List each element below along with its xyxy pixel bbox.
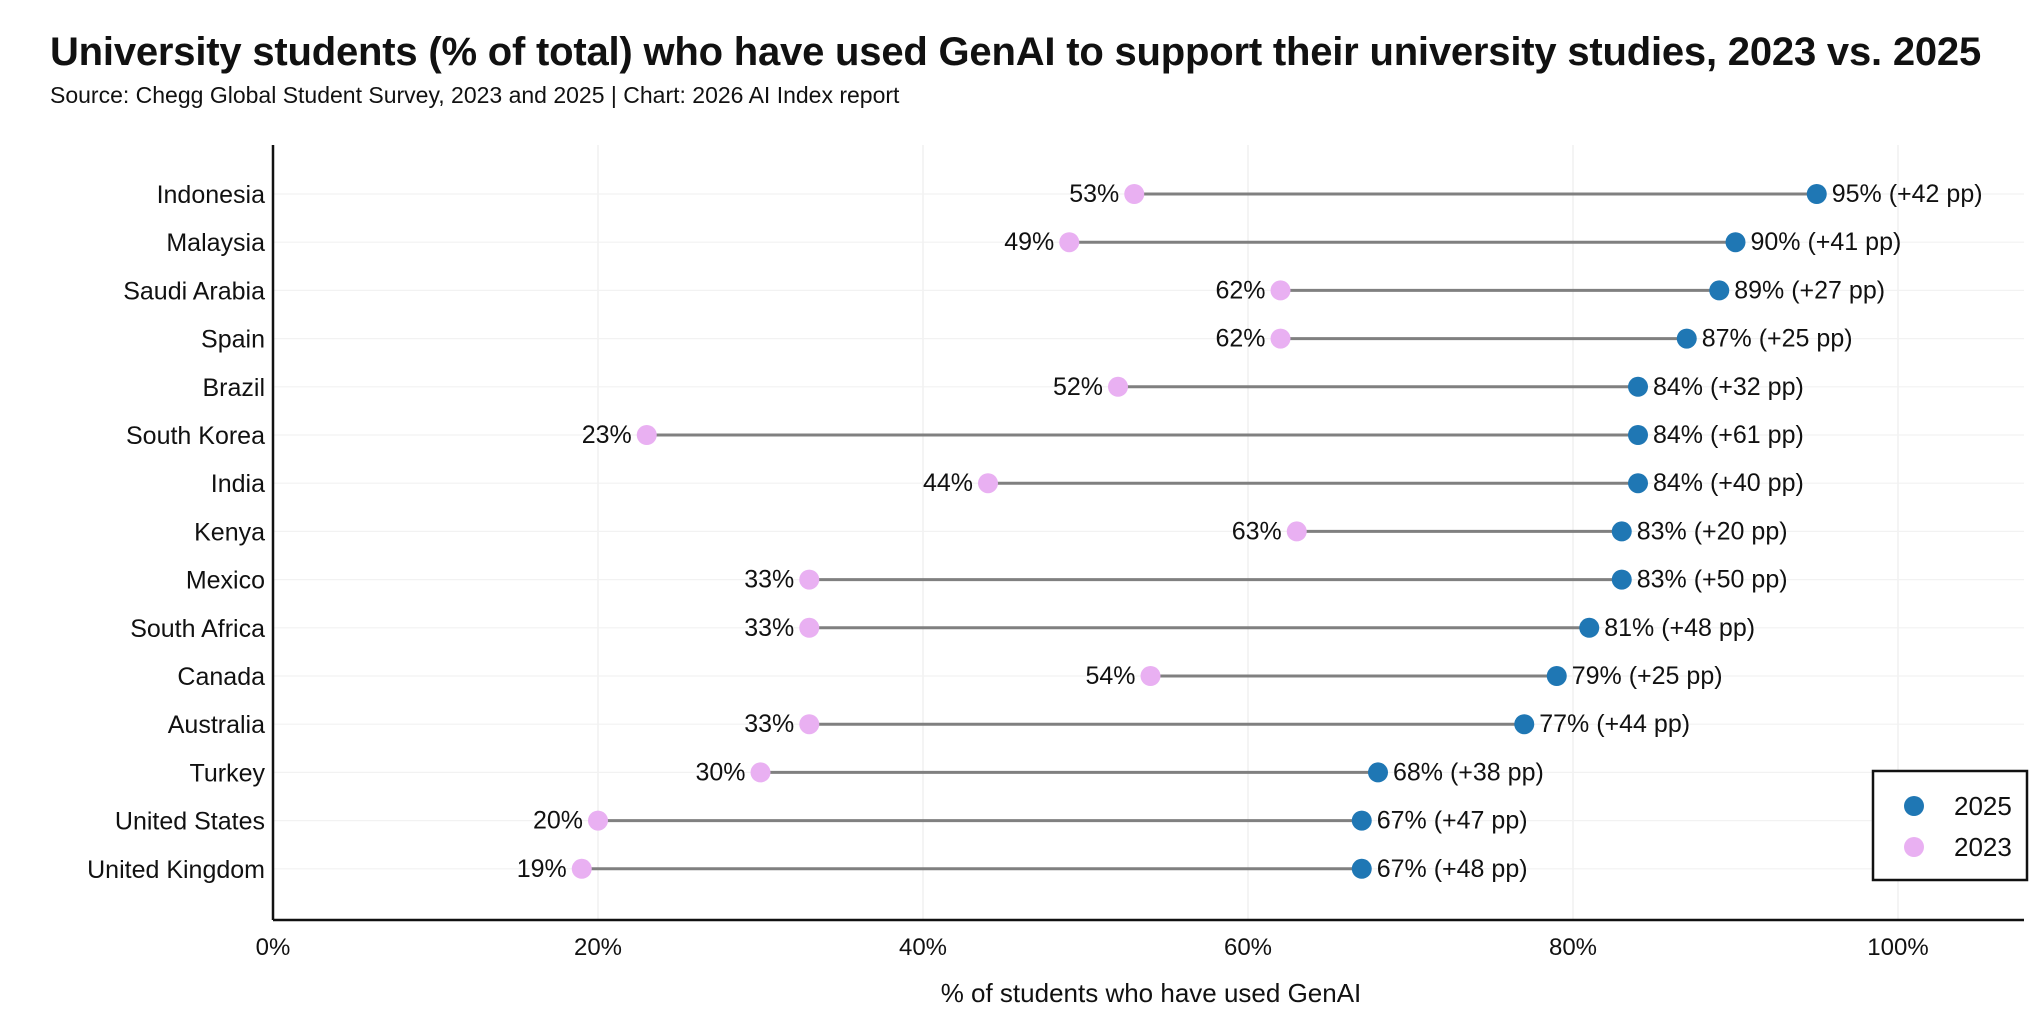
data-points xyxy=(571,184,1827,879)
value-label-2023: 53% xyxy=(1069,180,1119,208)
point-2025 xyxy=(1676,328,1697,349)
point-2025 xyxy=(1611,521,1632,542)
legend-label-2025: 2025 xyxy=(1954,791,2012,821)
point-2025 xyxy=(1725,232,1746,253)
value-labels: 53% 95% (+42 pp) 49% 90% (+41 pp) 62% 89% (+2… xyxy=(517,180,1983,883)
point-2023 xyxy=(799,617,820,638)
value-label-2025: 95% (+42 pp) xyxy=(1832,180,1983,208)
category-label: South Korea xyxy=(126,422,265,450)
x-tick-label: 60% xyxy=(1224,934,1272,961)
point-2023 xyxy=(588,810,608,831)
value-label-2025: 84% (+32 pp) xyxy=(1653,373,1804,401)
x-tick-label: 80% xyxy=(1549,934,1597,961)
value-label-2023: 44% xyxy=(923,469,973,497)
value-label-2023: 62% xyxy=(1215,276,1265,304)
point-2025 xyxy=(1351,858,1372,879)
value-label-2023: 63% xyxy=(1232,517,1282,545)
point-2023 xyxy=(799,714,820,735)
legend-marker-2025 xyxy=(1904,796,1924,816)
category-label: United States xyxy=(115,808,265,836)
category-label: Australia xyxy=(168,711,265,739)
category-labels: Indonesia Malaysia Saudi Arabia Spain Brazil… xyxy=(87,181,265,884)
x-tick-label: 0% xyxy=(256,934,291,961)
point-2025 xyxy=(1628,425,1648,445)
point-2025 xyxy=(1579,617,1600,638)
point-2023 xyxy=(636,425,657,445)
category-label: Indonesia xyxy=(157,181,266,209)
value-label-2025: 67% (+48 pp) xyxy=(1377,855,1528,883)
axes xyxy=(271,145,2024,922)
value-label-2025: 84% (+61 pp) xyxy=(1653,421,1804,449)
x-tick-label: 100% xyxy=(1867,934,1928,961)
point-2023 xyxy=(1140,666,1161,686)
category-label: Kenya xyxy=(194,518,265,546)
value-label-2025: 83% (+20 pp) xyxy=(1637,517,1788,545)
point-2023 xyxy=(1059,232,1080,253)
value-label-2023: 20% xyxy=(533,807,583,835)
value-label-2023: 54% xyxy=(1085,662,1135,690)
value-label-2025: 77% (+44 pp) xyxy=(1539,710,1690,738)
point-2023 xyxy=(571,858,592,879)
point-2023 xyxy=(799,569,820,590)
connector-lines xyxy=(581,192,1817,871)
point-2023 xyxy=(1124,184,1145,204)
value-label-2025: 81% (+48 pp) xyxy=(1604,614,1755,642)
value-label-2025: 87% (+25 pp) xyxy=(1702,325,1853,353)
value-label-2025: 83% (+50 pp) xyxy=(1637,566,1788,594)
value-label-2025: 84% (+40 pp) xyxy=(1653,469,1804,497)
category-label: Turkey xyxy=(190,759,266,787)
value-label-2023: 23% xyxy=(582,421,632,449)
category-label: Saudi Arabia xyxy=(123,277,265,305)
point-2025 xyxy=(1628,376,1648,397)
point-2025 xyxy=(1806,184,1827,204)
legend-label-2023: 2023 xyxy=(1954,832,2012,862)
value-label-2023: 33% xyxy=(744,614,794,642)
category-label: Malaysia xyxy=(166,229,265,257)
value-label-2023: 52% xyxy=(1053,373,1103,401)
value-label-2023: 33% xyxy=(744,566,794,594)
category-label: South Africa xyxy=(130,615,265,643)
point-2025 xyxy=(1368,762,1388,783)
x-tick-label: 40% xyxy=(899,934,947,961)
point-2023 xyxy=(750,762,771,783)
category-label: India xyxy=(211,470,265,498)
value-label-2023: 30% xyxy=(695,758,745,786)
point-2023 xyxy=(978,473,998,494)
point-2023 xyxy=(1270,328,1291,349)
value-label-2023: 33% xyxy=(744,710,794,738)
legend-marker-2023 xyxy=(1904,837,1924,857)
point-2023 xyxy=(1286,521,1307,542)
value-label-2023: 62% xyxy=(1215,325,1265,353)
x-tick-labels: 0% 20% 40% 60% 80% 100% xyxy=(256,934,1929,961)
point-2023 xyxy=(1108,376,1128,397)
point-2025 xyxy=(1628,473,1648,494)
point-2025 xyxy=(1546,666,1567,686)
category-label: Mexico xyxy=(186,567,265,595)
category-label: Brazil xyxy=(202,374,265,402)
legend-box xyxy=(1871,769,2029,882)
point-2025 xyxy=(1514,714,1535,735)
x-tick-label: 20% xyxy=(574,934,622,961)
point-2025 xyxy=(1709,280,1730,301)
chart-title: University students (% of total) who hav… xyxy=(50,30,1982,74)
point-2025 xyxy=(1611,569,1632,590)
value-label-2023: 49% xyxy=(1004,228,1054,256)
category-label: Canada xyxy=(177,663,265,691)
value-label-2025: 68% (+38 pp) xyxy=(1393,758,1544,786)
chart-subtitle: Source: Chegg Global Student Survey, 202… xyxy=(50,82,900,108)
x-axis-title: % of students who have used GenAI xyxy=(941,978,1362,1008)
category-label: United Kingdom xyxy=(87,856,265,884)
value-label-2025: 67% (+47 pp) xyxy=(1377,807,1528,835)
value-label-2025: 89% (+27 pp) xyxy=(1734,276,1885,304)
point-2023 xyxy=(1270,280,1291,301)
value-label-2023: 19% xyxy=(517,855,567,883)
category-label: Spain xyxy=(201,326,265,354)
value-label-2025: 90% (+41 pp) xyxy=(1751,228,1902,256)
value-label-2025: 79% (+25 pp) xyxy=(1572,662,1723,690)
legend: 2025 2023 xyxy=(1871,769,2029,882)
point-2025 xyxy=(1351,810,1372,831)
